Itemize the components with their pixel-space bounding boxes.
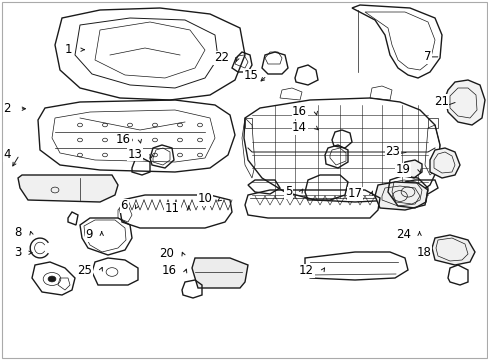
Circle shape <box>48 276 56 282</box>
Text: 9: 9 <box>85 228 93 241</box>
Text: 22: 22 <box>213 51 228 64</box>
Polygon shape <box>444 80 484 125</box>
Text: 15: 15 <box>243 69 258 82</box>
Text: 11: 11 <box>164 202 180 215</box>
Polygon shape <box>18 175 118 202</box>
Text: 14: 14 <box>291 121 306 134</box>
Text: 3: 3 <box>15 246 22 259</box>
Text: 12: 12 <box>298 264 313 277</box>
Text: 2: 2 <box>3 102 11 115</box>
Polygon shape <box>429 148 459 178</box>
Text: 13: 13 <box>128 148 142 161</box>
Text: 23: 23 <box>385 145 399 158</box>
Polygon shape <box>374 182 427 210</box>
Text: 24: 24 <box>395 228 410 241</box>
Polygon shape <box>431 235 474 265</box>
Text: 25: 25 <box>77 264 92 277</box>
Text: 1: 1 <box>65 43 72 56</box>
Text: 7: 7 <box>424 50 431 63</box>
Text: 16: 16 <box>162 264 177 277</box>
Text: 5: 5 <box>285 185 292 198</box>
Text: 16: 16 <box>291 105 306 118</box>
Polygon shape <box>192 258 247 288</box>
Text: 4: 4 <box>3 148 11 161</box>
Text: 20: 20 <box>159 247 174 260</box>
Text: 16: 16 <box>116 133 131 146</box>
Text: 19: 19 <box>395 163 410 176</box>
Text: 8: 8 <box>15 226 22 239</box>
Text: 18: 18 <box>416 246 430 259</box>
Text: 10: 10 <box>197 192 212 205</box>
Polygon shape <box>401 160 421 178</box>
Text: 21: 21 <box>433 95 448 108</box>
Text: 6: 6 <box>121 199 128 212</box>
Text: 17: 17 <box>347 187 362 200</box>
